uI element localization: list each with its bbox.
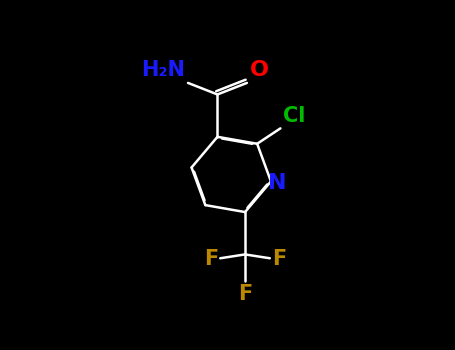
Text: H₂N: H₂N [141, 60, 185, 80]
Text: F: F [204, 249, 218, 269]
Text: O: O [250, 60, 269, 80]
Text: F: F [238, 284, 252, 304]
Text: F: F [272, 249, 286, 269]
Text: N: N [268, 173, 286, 193]
Text: Cl: Cl [283, 106, 305, 126]
